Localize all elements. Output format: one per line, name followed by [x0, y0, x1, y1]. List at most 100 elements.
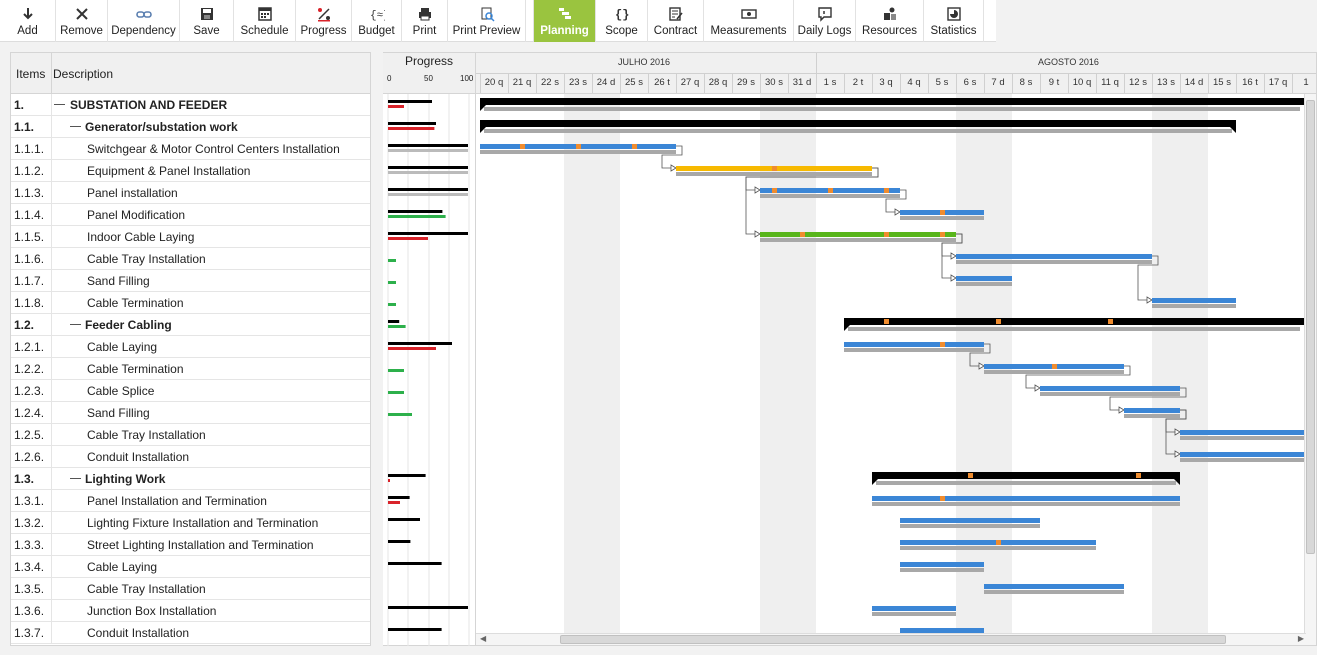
task-description[interactable]: Conduit Installation	[87, 450, 190, 464]
table-row[interactable]: 1.3.7. Conduit Installation	[11, 622, 370, 644]
task-baseline[interactable]	[984, 590, 1124, 594]
task-description[interactable]: Junction Box Installation	[87, 604, 217, 618]
task-baseline[interactable]	[844, 348, 984, 352]
horizontal-scroll-thumb[interactable]	[560, 635, 1226, 644]
task-bar[interactable]	[1040, 386, 1180, 391]
collapse-toggle[interactable]	[54, 104, 65, 105]
task-baseline[interactable]	[956, 260, 1152, 264]
table-row[interactable]: 1.2. Feeder Cabling	[11, 314, 370, 336]
budget-button[interactable]: {≈} Budget	[352, 0, 402, 42]
progress-marker[interactable]	[800, 232, 805, 237]
print-button[interactable]: Print	[402, 0, 448, 42]
task-bar[interactable]	[900, 628, 984, 633]
summary-baseline[interactable]	[848, 327, 1300, 331]
task-description[interactable]: Cable Tray Installation	[87, 582, 206, 596]
table-row[interactable]: 1.1. Generator/substation work	[11, 116, 370, 138]
task-bar[interactable]	[872, 606, 956, 611]
table-row[interactable]: 1.3.6. Junction Box Installation	[11, 600, 370, 622]
task-baseline[interactable]	[900, 568, 984, 572]
progress-marker[interactable]	[772, 188, 777, 193]
progress-button[interactable]: Progress	[296, 0, 352, 42]
table-row[interactable]: 1.3.3. Street Lighting Installation and T…	[11, 534, 370, 556]
summary-bar[interactable]	[480, 120, 1236, 127]
task-baseline[interactable]	[984, 370, 1124, 374]
progress-marker[interactable]	[828, 188, 833, 193]
task-bar[interactable]	[1152, 298, 1236, 303]
task-description[interactable]: SUBSTATION AND FEEDER	[70, 98, 228, 112]
task-bar[interactable]	[984, 584, 1124, 589]
table-row[interactable]: 1.2.1. Cable Laying	[11, 336, 370, 358]
progress-marker[interactable]	[1108, 319, 1113, 324]
table-row[interactable]: 1.2.4. Sand Filling	[11, 402, 370, 424]
dependency-button[interactable]: Dependency	[108, 0, 180, 42]
contract-button[interactable]: Contract	[648, 0, 704, 42]
task-description[interactable]: Indoor Cable Laying	[87, 230, 195, 244]
task-description[interactable]: Panel installation	[87, 186, 178, 200]
task-bar[interactable]	[1180, 452, 1304, 457]
task-description[interactable]: Panel Installation and Termination	[87, 494, 267, 508]
collapse-toggle[interactable]	[70, 478, 81, 479]
summary-bar[interactable]	[844, 318, 1304, 325]
task-baseline[interactable]	[1180, 458, 1304, 462]
table-row[interactable]: 1.1.4. Panel Modification	[11, 204, 370, 226]
task-baseline[interactable]	[872, 612, 956, 616]
remove-button[interactable]: Remove	[56, 0, 108, 42]
progress-marker[interactable]	[1052, 364, 1057, 369]
task-bar[interactable]	[956, 254, 1152, 259]
task-description[interactable]: Sand Filling	[87, 406, 150, 420]
task-bar[interactable]	[1124, 408, 1180, 413]
progress-marker[interactable]	[940, 210, 945, 215]
schedule-button[interactable]: Schedule	[234, 0, 296, 42]
progress-marker[interactable]	[940, 496, 945, 501]
task-description[interactable]: Generator/substation work	[85, 120, 238, 134]
table-row[interactable]: 1.2.5. Cable Tray Installation	[11, 424, 370, 446]
statistics-button[interactable]: Statistics	[924, 0, 984, 42]
add-button[interactable]: Add	[0, 0, 56, 42]
table-row[interactable]: 1.1.1. Switchgear & Motor Control Centers…	[11, 138, 370, 160]
progress-marker[interactable]	[968, 473, 973, 478]
task-description[interactable]: Conduit Installation	[87, 626, 190, 640]
progress-marker[interactable]	[772, 166, 777, 171]
table-row[interactable]: 1.3.5. Cable Tray Installation	[11, 578, 370, 600]
table-row[interactable]: 1.1.3. Panel installation	[11, 182, 370, 204]
task-description[interactable]: Cable Tray Installation	[87, 428, 206, 442]
task-baseline[interactable]	[676, 172, 872, 176]
vertical-scroll-thumb[interactable]	[1306, 100, 1315, 554]
table-row[interactable]: 1.1.8. Cable Termination	[11, 292, 370, 314]
progress-marker[interactable]	[996, 540, 1001, 545]
table-row[interactable]: 1.3.2. Lighting Fixture Installation and …	[11, 512, 370, 534]
planning-button[interactable]: Planning	[534, 0, 596, 42]
table-row[interactable]: 1. SUBSTATION AND FEEDER	[11, 94, 370, 116]
task-baseline[interactable]	[480, 150, 676, 154]
task-baseline[interactable]	[760, 238, 956, 242]
task-baseline[interactable]	[900, 216, 984, 220]
table-row[interactable]: 1.1.7. Sand Filling	[11, 270, 370, 292]
table-row[interactable]: 1.1.6. Cable Tray Installation	[11, 248, 370, 270]
summary-baseline[interactable]	[484, 129, 1232, 133]
resources-button[interactable]: Resources	[856, 0, 924, 42]
task-baseline[interactable]	[1124, 414, 1180, 418]
task-description[interactable]: Cable Termination	[87, 362, 184, 376]
table-row[interactable]: 1.2.2. Cable Termination	[11, 358, 370, 380]
col-header-items[interactable]: Items	[16, 67, 46, 81]
scroll-right-arrow-icon[interactable]: ▶	[1297, 634, 1304, 643]
task-baseline[interactable]	[1180, 436, 1304, 440]
progress-marker[interactable]	[520, 144, 525, 149]
task-description[interactable]: Cable Tray Installation	[87, 252, 206, 266]
scroll-left-arrow-icon[interactable]: ◀	[480, 634, 487, 643]
progress-marker[interactable]	[884, 319, 889, 324]
progress-marker[interactable]	[884, 232, 889, 237]
task-bar[interactable]	[1180, 430, 1304, 435]
task-description[interactable]: Panel Modification	[87, 208, 186, 222]
task-baseline[interactable]	[956, 282, 1012, 286]
task-description[interactable]: Cable Laying	[87, 340, 158, 354]
task-description[interactable]: Cable Splice	[87, 384, 155, 398]
summary-baseline[interactable]	[484, 107, 1300, 111]
vertical-scrollbar[interactable]	[1304, 94, 1316, 645]
summary-bar[interactable]	[872, 472, 1180, 479]
task-bar[interactable]	[844, 342, 984, 347]
task-description[interactable]: Lighting Fixture Installation and Termin…	[87, 516, 319, 530]
task-bar[interactable]	[900, 518, 1040, 523]
progress-marker[interactable]	[940, 342, 945, 347]
task-description[interactable]: Switchgear & Motor Control Centers Insta…	[87, 142, 340, 156]
